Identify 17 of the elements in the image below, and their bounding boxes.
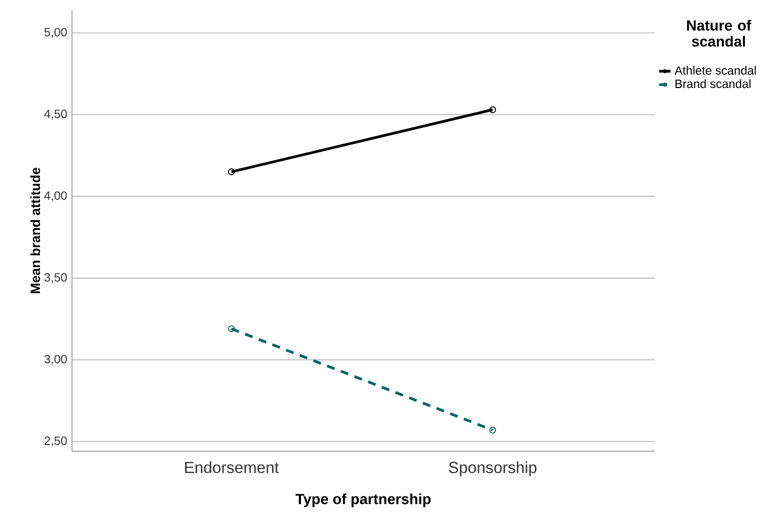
legend-label: Athlete scandal bbox=[674, 66, 756, 75]
y-tick-label: 4,00 bbox=[44, 192, 67, 202]
legend-label: Brand scandal bbox=[676, 79, 750, 88]
y-tick-label: 3,50 bbox=[44, 273, 67, 284]
point bbox=[228, 326, 235, 332]
y-tick-label: 2,50 bbox=[44, 436, 67, 447]
point bbox=[228, 168, 235, 176]
x-tick-label: Sponsorship bbox=[448, 462, 536, 476]
y-axis-title: Mean brand attitude bbox=[30, 168, 40, 294]
x-axis-title: Type of partnership bbox=[296, 494, 431, 508]
y-tick-label: 5,00 bbox=[44, 28, 67, 38]
y-tick-label: 3,00 bbox=[44, 354, 67, 365]
y-tick-label: 4,50 bbox=[44, 110, 67, 120]
legend-title: Nature of scandal bbox=[687, 20, 752, 47]
point bbox=[489, 426, 496, 434]
x-tick-label: Endorsement bbox=[185, 462, 279, 474]
point bbox=[489, 106, 496, 114]
